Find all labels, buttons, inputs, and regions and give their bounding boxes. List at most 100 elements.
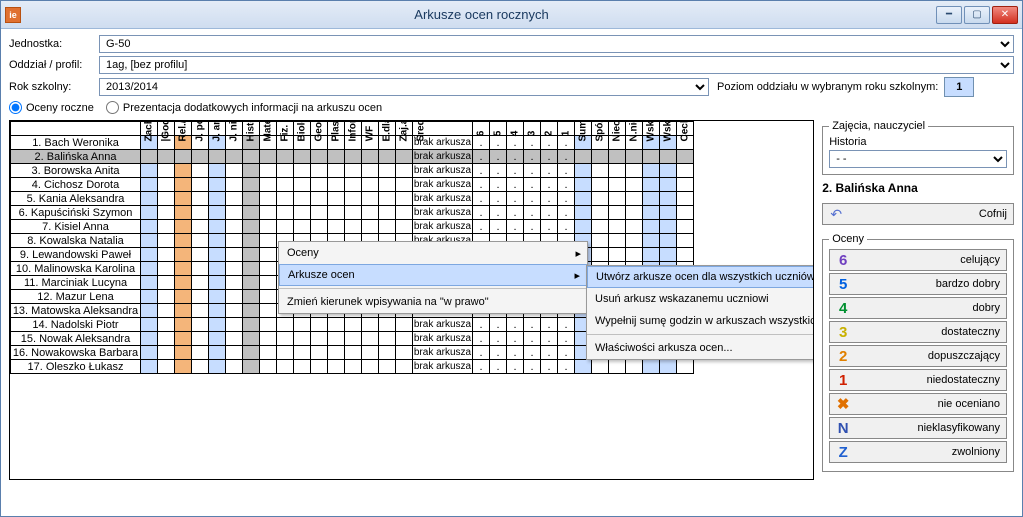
ctx-arkusze-ocen[interactable]: Arkusze ocen▸	[279, 264, 587, 286]
grade-button-dopuszczający[interactable]: 2dopuszczający	[829, 345, 1007, 367]
student-name: 17. Oleszko Łukasz	[11, 360, 141, 374]
student-name: 9. Lewandowski Paweł	[11, 248, 141, 262]
student-name: 10. Malinowska Karolina	[11, 262, 141, 276]
context-menu-2: Utwórz arkusze ocen dla wszystkich uczni…	[586, 265, 814, 360]
close-button[interactable]: ✕	[992, 6, 1018, 24]
student-name: 4. Cichosz Dorota	[11, 178, 141, 192]
separator	[587, 334, 814, 335]
grade-icon: 1	[830, 372, 856, 389]
rok-label: Rok szkolny:	[9, 81, 99, 93]
grade-icon: N	[830, 420, 856, 437]
avg-cell: brak arkusza	[413, 346, 473, 360]
minimize-button[interactable]: ━	[936, 6, 962, 24]
app-icon: ie	[5, 7, 21, 23]
undo-button[interactable]: ↶ Cofnij	[822, 203, 1014, 225]
grade-label: bardzo dobry	[856, 278, 1006, 290]
grade-grid[interactable]: Zachowanie|Godz.wych.|Rel./etykaJ. polsk…	[9, 120, 814, 480]
teacher-select[interactable]: - -	[829, 150, 1007, 168]
jednostka-select[interactable]: G-50	[99, 35, 1014, 53]
grade-button-dostateczny[interactable]: 3dostateczny	[829, 321, 1007, 343]
ctx-wlasciwosci[interactable]: Właściwości arkusza ocen...	[587, 337, 814, 359]
table-row[interactable]: 7. Kisiel Annabrak arkusza......	[11, 220, 694, 234]
oddzial-select[interactable]: 1ag, [bez profilu]	[99, 56, 1014, 74]
student-name: 2. Balińska Anna	[11, 150, 141, 164]
rok-select[interactable]: 2013/2014	[99, 78, 709, 96]
ctx-zmien-kierunek[interactable]: Zmień kierunek wpisywania na "w prawo"	[279, 291, 587, 313]
jednostka-label: Jednostka:	[9, 38, 99, 50]
student-name: 1. Bach Weronika	[11, 136, 141, 150]
level-value: 1	[944, 77, 974, 97]
grade-button-niedostateczny[interactable]: 1niedostateczny	[829, 369, 1007, 391]
oceny-fieldset: Oceny 6celujący5bardzo dobry4dobry3dosta…	[822, 233, 1014, 472]
subject-name: Historia	[829, 136, 1007, 148]
grade-button-nieklasyfikowany[interactable]: Nnieklasyfikowany	[829, 417, 1007, 439]
radio-oceny-roczne[interactable]: Oceny roczne	[9, 101, 94, 114]
avg-cell: brak arkusza	[413, 206, 473, 220]
oddzial-label: Oddział / profil:	[9, 59, 99, 71]
level-label: Poziom oddziału w wybranym roku szkolnym…	[717, 81, 938, 93]
chevron-right-icon: ▸	[575, 247, 581, 260]
grade-icon: 3	[830, 324, 856, 341]
grade-button-nie-oceniano[interactable]: ✖nie oceniano	[829, 393, 1007, 415]
table-row[interactable]: 6. Kapuściński Szymonbrak arkusza......	[11, 206, 694, 220]
student-name: 12. Mazur Lena	[11, 290, 141, 304]
student-name: 7. Kisiel Anna	[11, 220, 141, 234]
grade-label: niedostateczny	[856, 374, 1006, 386]
avg-cell: brak arkusza	[413, 318, 473, 332]
student-name: 8. Kowalska Natalia	[11, 234, 141, 248]
avg-cell: brak arkusza	[413, 220, 473, 234]
grade-label: nieklasyfikowany	[856, 422, 1006, 434]
grade-button-dobry[interactable]: 4dobry	[829, 297, 1007, 319]
avg-cell: brak arkusza	[413, 332, 473, 346]
avg-cell: brak arkusza	[413, 192, 473, 206]
chevron-right-icon: ▸	[574, 269, 580, 282]
undo-icon: ↶	[823, 206, 849, 223]
ctx-wypelnij-sume[interactable]: Wypełnij sumę godzin w arkuszach wszystk…	[587, 310, 814, 332]
window-title: Arkusze ocen rocznych	[27, 7, 936, 22]
avg-cell: brak arkusza	[413, 164, 473, 178]
radio-prezentacja[interactable]: Prezentacja dodatkowych informacji na ar…	[106, 101, 382, 114]
grade-icon: Z	[830, 444, 856, 461]
avg-cell: brak arkusza	[413, 360, 473, 374]
zajecia-fieldset: Zajęcia, nauczyciel Historia - -	[822, 120, 1014, 175]
selected-student: 2. Balińska Anna	[822, 181, 1014, 195]
student-name: 15. Nowak Aleksandra	[11, 332, 141, 346]
ctx-usun-arkusz[interactable]: Usuń arkusz wskazanemu uczniowi	[587, 288, 814, 310]
grade-button-zwolniony[interactable]: Zzwolniony	[829, 441, 1007, 463]
grade-label: nie oceniano	[856, 398, 1006, 410]
zajecia-legend: Zajęcia, nauczyciel	[829, 120, 928, 132]
table-row[interactable]: 5. Kania Aleksandrabrak arkusza......	[11, 192, 694, 206]
avg-cell: brak arkusza	[413, 178, 473, 192]
maximize-button[interactable]: ▢	[964, 6, 990, 24]
grade-icon: 5	[830, 276, 856, 293]
grade-label: dobry	[856, 302, 1006, 314]
student-name: 11. Marciniak Lucyna	[11, 276, 141, 290]
grade-icon: 2	[830, 348, 856, 365]
student-name: 6. Kapuściński Szymon	[11, 206, 141, 220]
avg-cell: brak arkusza	[413, 150, 473, 164]
grade-label: dostateczny	[856, 326, 1006, 338]
table-row[interactable]: 2. Balińska Annabrak arkusza......	[11, 150, 694, 164]
grade-icon: 4	[830, 300, 856, 317]
grade-label: celujący	[856, 254, 1006, 266]
student-name: 5. Kania Aleksandra	[11, 192, 141, 206]
student-name: 3. Borowska Anita	[11, 164, 141, 178]
grade-button-bardzo-dobry[interactable]: 5bardzo dobry	[829, 273, 1007, 295]
titlebar: ie Arkusze ocen rocznych ━ ▢ ✕	[1, 1, 1022, 29]
separator	[279, 288, 587, 289]
grade-label: dopuszczający	[856, 350, 1006, 362]
student-name: 13. Matowska Aleksandra	[11, 304, 141, 318]
table-row[interactable]: 3. Borowska Anitabrak arkusza......	[11, 164, 694, 178]
grade-icon: ✖	[830, 395, 856, 413]
grade-label: zwolniony	[856, 446, 1006, 458]
student-name: 14. Nadolski Piotr	[11, 318, 141, 332]
grade-icon: 6	[830, 252, 856, 269]
oceny-legend: Oceny	[829, 233, 867, 245]
context-menu-1: Oceny▸ Arkusze ocen▸ Zmień kierunek wpis…	[278, 241, 588, 314]
student-name: 16. Nowakowska Barbara	[11, 346, 141, 360]
table-row[interactable]: 17. Oleszko Łukaszbrak arkusza......	[11, 360, 694, 374]
ctx-utworz-arkusze[interactable]: Utwórz arkusze ocen dla wszystkich uczni…	[587, 266, 814, 288]
grade-button-celujący[interactable]: 6celujący	[829, 249, 1007, 271]
table-row[interactable]: 4. Cichosz Dorotabrak arkusza......	[11, 178, 694, 192]
ctx-oceny[interactable]: Oceny▸	[279, 242, 587, 264]
